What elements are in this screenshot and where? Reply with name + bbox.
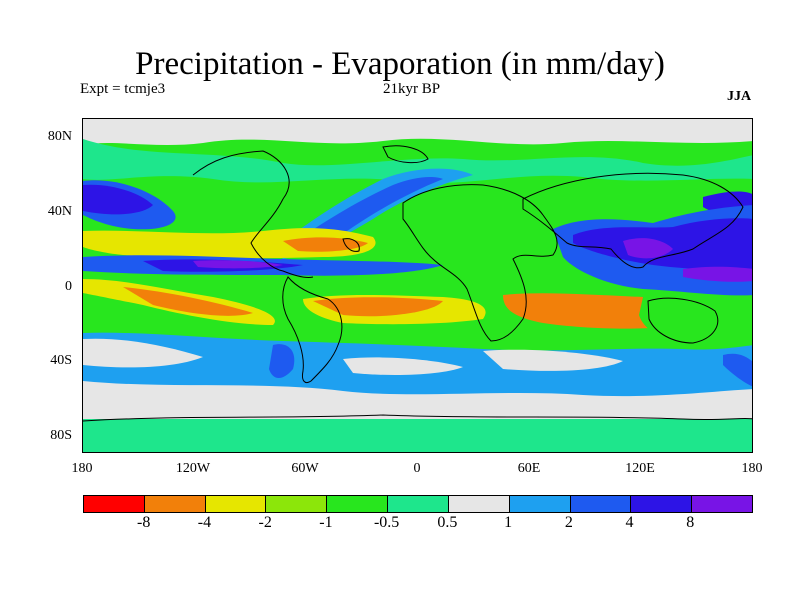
season-label: JJA [727, 89, 752, 104]
colorbar-swatch [509, 496, 571, 512]
colorbar-label: -1 [319, 514, 333, 531]
coastlines [83, 145, 752, 422]
y-tick-label-80s: 80S [50, 428, 72, 443]
antarctic-margin [83, 381, 752, 421]
colorbar-swatch [327, 496, 389, 512]
colorbar-label: 1 [504, 514, 513, 531]
x-tick-label-60w: 60W [291, 461, 319, 476]
colorbar-swatch [388, 496, 449, 512]
northern-neutral-band [83, 139, 752, 184]
y-tick-label-80n: 80N [47, 129, 72, 144]
arctic-region [83, 119, 752, 145]
x-tick-label-0: 0 [413, 461, 421, 476]
colorbar-label: 2 [564, 514, 573, 531]
y-tick-label-40s: 40S [50, 353, 72, 368]
y-tick-label-40n: 40N [47, 204, 72, 219]
colorbar-swatch [84, 496, 145, 512]
antarctic-region [83, 419, 752, 452]
colorbar-swatch [144, 496, 206, 512]
colorbar-label: 4 [625, 514, 634, 531]
colorbar-label: -4 [197, 514, 212, 531]
period-label: 21kyr BP [383, 81, 441, 97]
colorbar-swatch [631, 496, 693, 512]
experiment-label: Expt = tcmje3 [80, 81, 166, 97]
colorbar-label: -8 [137, 514, 151, 531]
colorbar-label: 8 [686, 514, 695, 531]
x-tick-label-60e: 60E [517, 461, 541, 476]
colorbar-label: 0.5 [437, 514, 458, 531]
colorbar-swatch [692, 496, 752, 512]
australia-region [639, 294, 727, 345]
colorbar-swatch [448, 496, 510, 512]
map-plot-area [82, 118, 753, 453]
colorbar-label: -2 [258, 514, 272, 531]
colorbar-swatch [205, 496, 267, 512]
colorbar-label: -0.5 [373, 514, 400, 531]
colorbar-swatch [570, 496, 632, 512]
precipitation-map [83, 119, 752, 452]
x-tick-label-120e: 120E [625, 461, 655, 476]
map-title: Precipitation - Evaporation (in mm/day) [135, 46, 665, 82]
colorbar [83, 495, 753, 513]
x-tick-label-180e: 180 [741, 461, 763, 476]
y-tick-label-equator: 0 [65, 279, 72, 294]
x-tick-label-180w: 180 [71, 461, 93, 476]
south-indian-dry-band [503, 293, 686, 329]
colorbar-swatch [266, 496, 328, 512]
x-tick-label-120w: 120W [175, 461, 211, 476]
